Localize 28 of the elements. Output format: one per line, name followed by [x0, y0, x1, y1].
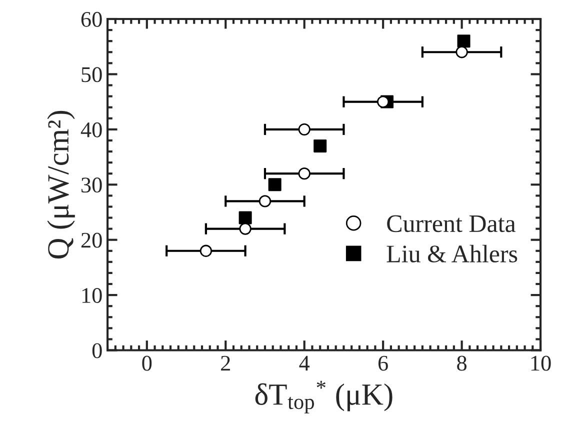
- x-tick-label: 0: [142, 356, 152, 371]
- point: [456, 46, 468, 58]
- y-tick-label: 50: [82, 67, 102, 82]
- x-tick-label: 4: [299, 356, 310, 371]
- point: [377, 96, 390, 108]
- x-tick-label: 2: [221, 356, 230, 371]
- x-tick-label: 6: [378, 356, 388, 371]
- y-tick-label: 40: [80, 122, 102, 138]
- y-axis-title: Q (μW/cm²): [47, 110, 75, 258]
- point: [457, 34, 470, 48]
- x-tick-label: 8: [457, 356, 467, 371]
- y-tick-label: 30: [82, 178, 102, 193]
- y-tick-label: 10: [82, 288, 102, 303]
- point: [238, 211, 252, 224]
- point: [314, 139, 327, 152]
- point: [298, 168, 310, 180]
- y-tick-label: 20: [81, 232, 102, 248]
- legend-label: Liu & Ahlers: [386, 244, 518, 262]
- point: [200, 244, 212, 257]
- point: [268, 178, 282, 192]
- x-axis-title: δT$_{top}$$^{*}$ (μK): [255, 380, 392, 414]
- x-tick-label: 10: [531, 356, 551, 371]
- point: [239, 222, 252, 235]
- y-tick-label: 0: [92, 343, 102, 358]
- y-tick-label: 60: [81, 12, 102, 27]
- point: [258, 195, 272, 208]
- point: [298, 123, 310, 136]
- legend-label: Current Data: [387, 215, 516, 232]
